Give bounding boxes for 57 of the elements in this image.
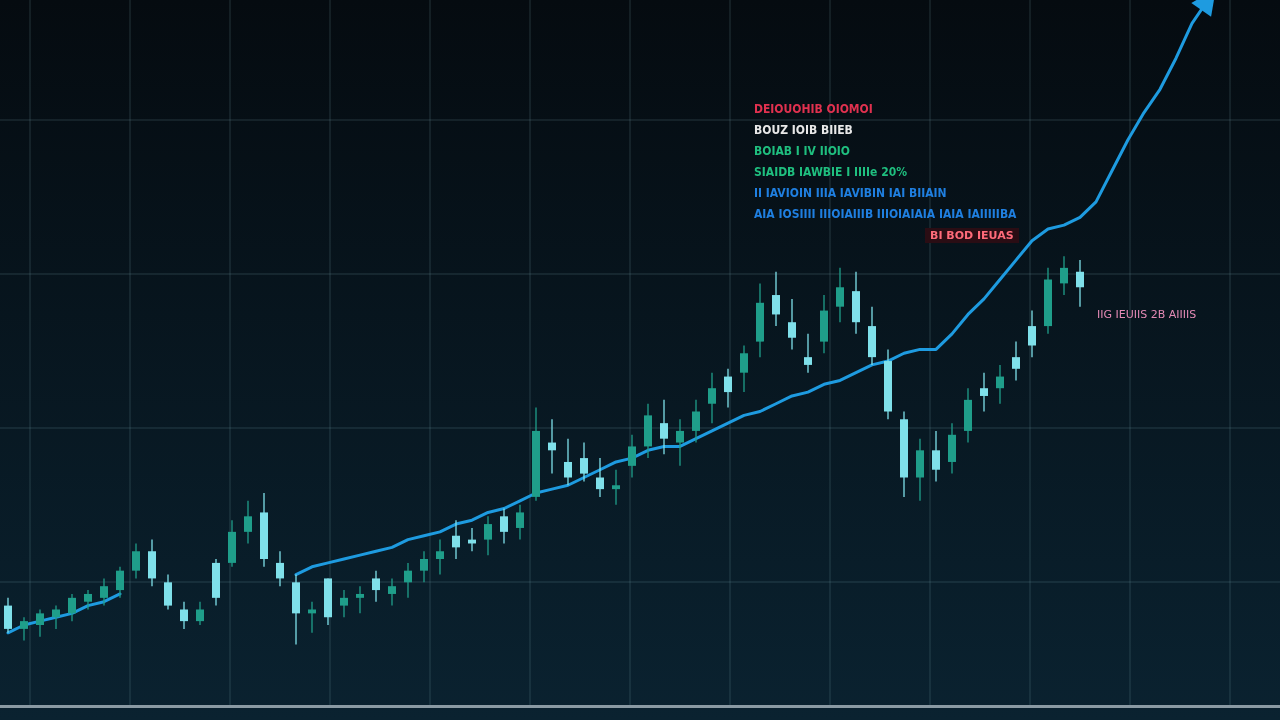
candlestick [740, 344, 748, 393]
candlestick [308, 601, 316, 634]
candlestick [1076, 259, 1084, 308]
text: BOUZ IOIB BIIEB [754, 122, 854, 139]
candlestick [580, 441, 588, 483]
candlestick [420, 550, 428, 583]
candlestick [596, 457, 604, 498]
candlestick [164, 573, 172, 611]
candlestick [500, 507, 508, 545]
candlestick [68, 593, 76, 622]
text: BI BOD IEUAS [925, 228, 1019, 243]
candlestick [116, 566, 124, 599]
candlestick [484, 515, 492, 556]
candlestick [132, 542, 140, 580]
candlestick [340, 589, 348, 618]
candlestick [276, 550, 284, 587]
candlestick [4, 597, 12, 634]
candlestick [660, 399, 668, 455]
candlestick [836, 267, 844, 323]
candlestick [52, 604, 60, 630]
annotation: IIG IEUIIS 2B AIIIIS [1097, 308, 1197, 321]
candlestick [692, 399, 700, 444]
candlestick [612, 469, 620, 506]
candlestick [932, 430, 940, 483]
text: AIA IOSIIII IIIOIAIIIB IIIOIAIAIA IAIA IAIIIIIBA [754, 206, 1017, 223]
text: II IAVIOIN IIIA IAVIBIN IAI BIIAIN [754, 185, 948, 202]
candlestick [1060, 255, 1068, 296]
candlestick [772, 271, 780, 327]
candlestick [452, 519, 460, 560]
candlestick [708, 372, 716, 424]
candlestick [372, 570, 380, 603]
candlestick [36, 608, 44, 638]
candlestick [388, 577, 396, 607]
candlestick [1028, 309, 1036, 358]
candlestick [548, 418, 556, 475]
candlestick [996, 364, 1004, 405]
candlestick [1012, 340, 1020, 382]
candlestick [980, 372, 988, 413]
candlestick [516, 504, 524, 541]
candlestick [804, 333, 812, 374]
candlestick [724, 368, 732, 409]
candlestick [404, 562, 412, 599]
candlestick [564, 438, 572, 486]
text: DEIOUOHIB OIOMOI [754, 101, 874, 118]
candlestick [180, 601, 188, 630]
candlestick [628, 434, 636, 479]
candlestick [436, 538, 444, 576]
candlestick [676, 418, 684, 467]
candlestick [788, 298, 796, 351]
candlestick [20, 616, 28, 642]
candlestick [196, 601, 204, 626]
candlestick [244, 500, 252, 545]
text: SIAIDB IAWBIE I IIIIe 20% [754, 164, 908, 181]
candlestick [84, 589, 92, 611]
candlestick [356, 585, 364, 615]
candlestick [100, 577, 108, 607]
text: BOIAB I IV IIOIO [754, 143, 852, 160]
